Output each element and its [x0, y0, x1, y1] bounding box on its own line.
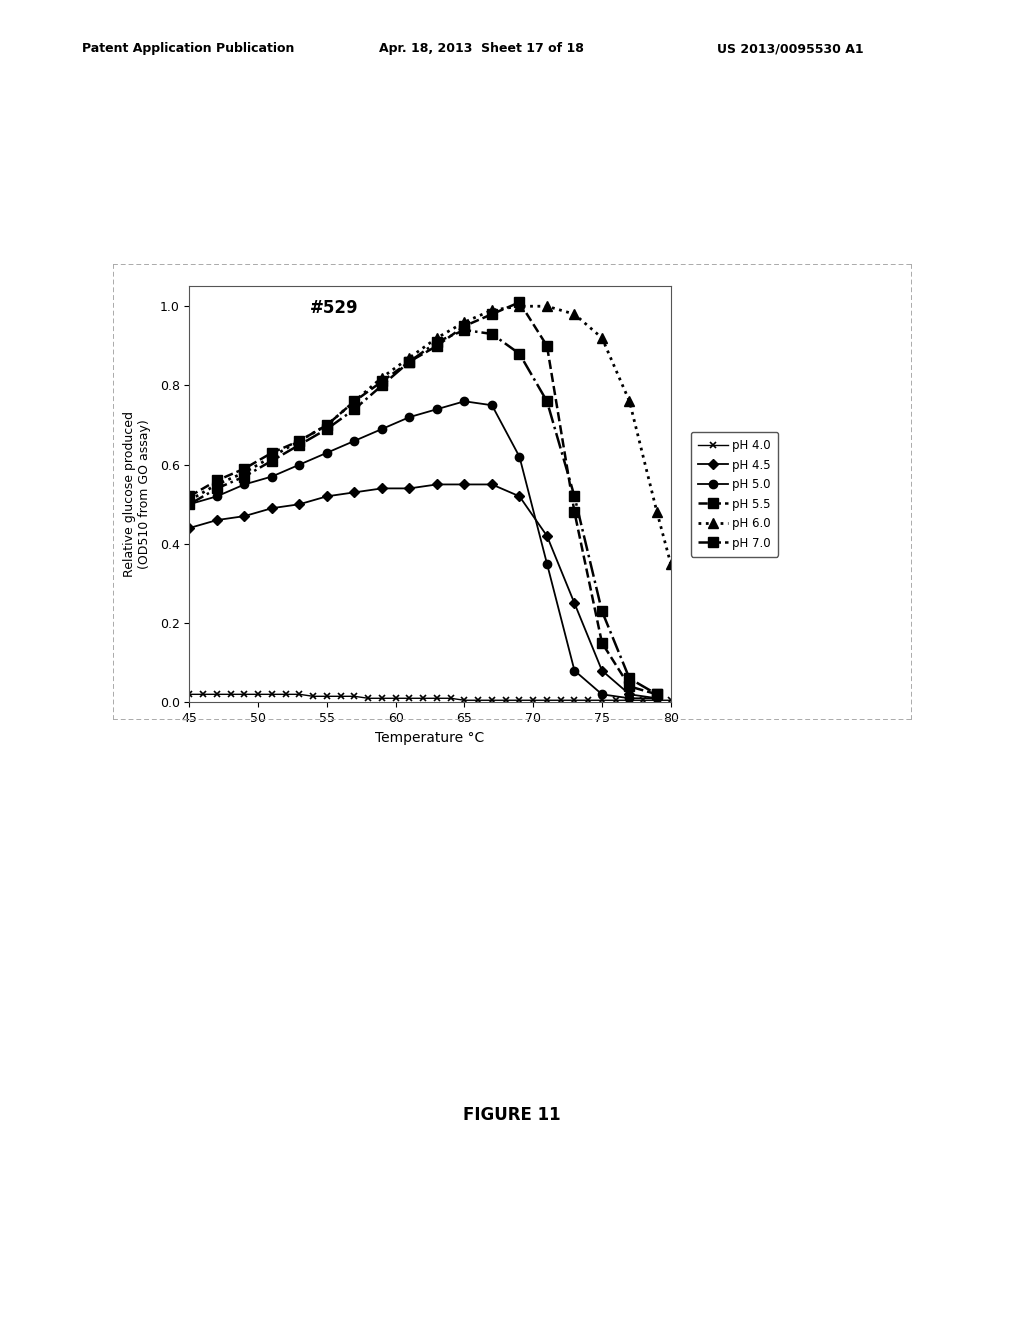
- Legend: pH 4.0, pH 4.5, pH 5.0, pH 5.5, pH 6.0, pH 7.0: pH 4.0, pH 4.5, pH 5.0, pH 5.5, pH 6.0, …: [691, 432, 778, 557]
- Text: FIGURE 11: FIGURE 11: [463, 1106, 561, 1125]
- Text: Apr. 18, 2013  Sheet 17 of 18: Apr. 18, 2013 Sheet 17 of 18: [379, 42, 584, 55]
- Text: US 2013/0095530 A1: US 2013/0095530 A1: [717, 42, 863, 55]
- X-axis label: Temperature °C: Temperature °C: [376, 730, 484, 744]
- Text: #529: #529: [309, 298, 358, 317]
- Text: Patent Application Publication: Patent Application Publication: [82, 42, 294, 55]
- Y-axis label: Relative glucose produced
(OD510 from GO assay): Relative glucose produced (OD510 from GO…: [123, 412, 152, 577]
